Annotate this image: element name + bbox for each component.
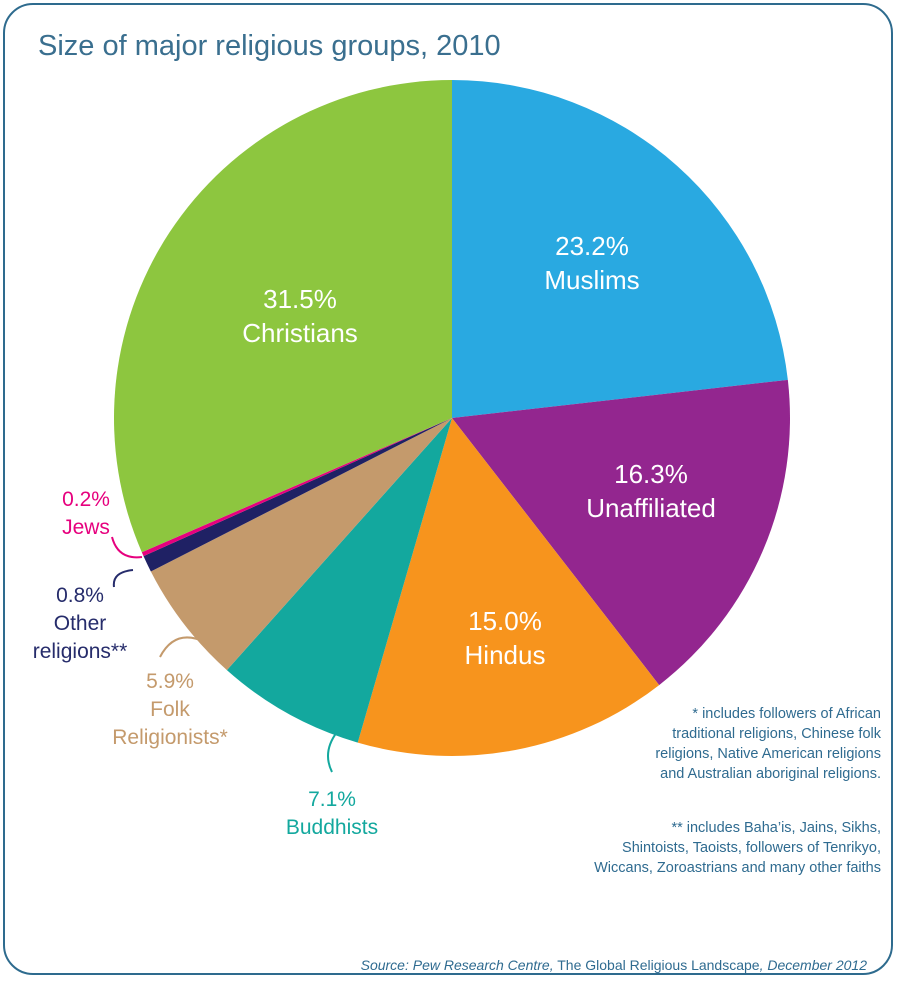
chart-title: Size of major religious groups, 2010 xyxy=(38,30,501,62)
leader-line-other-religions xyxy=(112,569,134,588)
data-label-name-jews: Jews xyxy=(62,516,110,539)
data-label-name-christians: Christians xyxy=(242,318,358,348)
data-label-value-hindus: 15.0% xyxy=(468,606,542,636)
source-prefix: Source: Pew Research Centre, xyxy=(360,957,554,973)
data-label-name-unaffiliated: Unaffiliated xyxy=(586,493,716,523)
data-label-name-other-religions: Other xyxy=(54,612,107,635)
pie-labels: 23.2% Muslims 16.3% Unaffiliated 15.0% Hindus… xyxy=(33,231,716,839)
data-label-name-folk-religionists: Religionists* xyxy=(112,726,228,749)
data-label-value-other-religions: 0.8% xyxy=(56,584,104,607)
pie-slice-buddhists xyxy=(226,418,452,743)
leader-line-folk-religionists xyxy=(159,636,206,658)
data-label-value-muslims: 23.2% xyxy=(555,231,629,261)
leader-line-jews xyxy=(111,536,143,559)
source-suffix: , December 2012 xyxy=(759,957,867,973)
data-label-value-buddhists: 7.1% xyxy=(308,788,356,811)
data-label-name-buddhists: Buddhists xyxy=(286,816,378,839)
footnote-line: and Australian aboriginal religions. xyxy=(660,766,881,782)
footnote-folk-religions: * includes followers of African traditio… xyxy=(501,704,881,784)
data-label-value-christians: 31.5% xyxy=(263,284,337,314)
leader-line-buddhists xyxy=(327,731,338,773)
pie-slice-other-religions xyxy=(143,418,452,572)
footnote-line: Wiccans, Zoroastrians and many other fai… xyxy=(594,860,881,876)
data-label-name-muslims: Muslims xyxy=(544,265,639,295)
footnote-other-religions: ** includes Baha’is, Jains, Sikhs, Shint… xyxy=(501,818,881,878)
footnote-line: * includes followers of African xyxy=(692,706,881,722)
data-label-value-jews: 0.2% xyxy=(62,488,110,511)
data-label-name-folk-religionists: Folk xyxy=(150,698,190,721)
source-credit: Source: Pew Research Centre, The Global … xyxy=(361,957,867,973)
pie-slice-jews xyxy=(141,418,453,557)
data-label-value-folk-religionists: 5.9% xyxy=(146,670,194,693)
pie-slices xyxy=(113,80,790,756)
chart-frame xyxy=(3,3,893,975)
pie-slice-muslims xyxy=(452,80,788,418)
pie-slice-unaffiliated xyxy=(452,379,790,686)
footnote-line: ** includes Baha’is, Jains, Sikhs, xyxy=(671,820,881,836)
data-label-name-other-religions: religions** xyxy=(33,640,128,663)
pie-slice-hindus xyxy=(357,418,660,756)
footnote-line: traditional religions, Chinese folk xyxy=(672,726,881,742)
footnote-line: Shintoists, Taoists, followers of Tenrik… xyxy=(622,840,881,856)
footnote-line: religions, Native American religions xyxy=(655,746,881,762)
data-label-value-unaffiliated: 16.3% xyxy=(614,459,688,489)
pie-slice-folk-religionists xyxy=(150,418,452,671)
data-label-name-hindus: Hindus xyxy=(465,640,546,670)
source-publication: The Global Religious Landscape xyxy=(553,957,760,973)
pie-slice-christians xyxy=(113,80,452,553)
